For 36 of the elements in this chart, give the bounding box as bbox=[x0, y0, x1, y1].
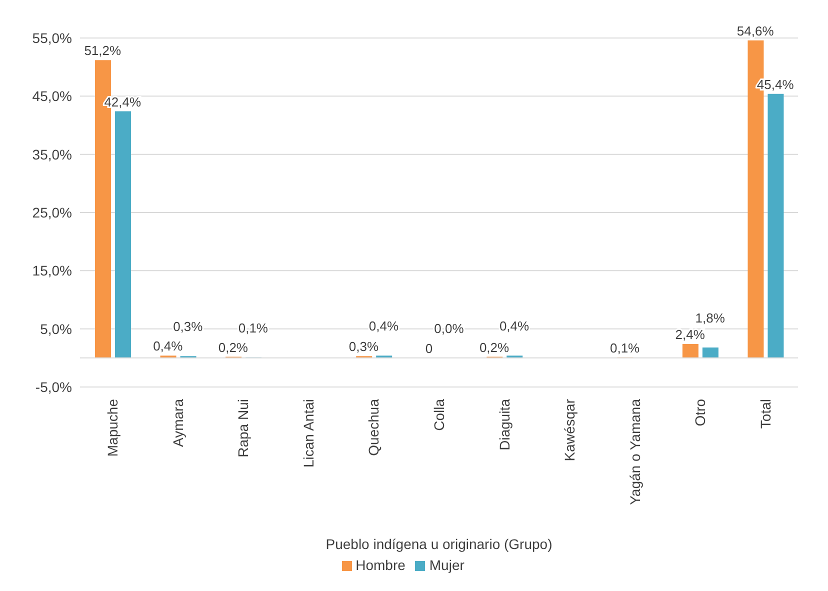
data-label: 1,8% bbox=[695, 310, 726, 326]
x-axis-title: Pueblo indígena u originario (Grupo) bbox=[326, 536, 552, 552]
y-tick-label: 45,0% bbox=[32, 88, 72, 104]
data-label: 0,1% bbox=[238, 320, 268, 336]
x-tick-label: Rapa Nui bbox=[235, 399, 252, 458]
x-tick-label: Kawésqar bbox=[562, 398, 578, 462]
data-label: 0,0% bbox=[434, 320, 464, 336]
y-tick-label: 55,0% bbox=[32, 30, 72, 46]
x-tick-label: Aymara bbox=[170, 398, 186, 447]
x-tick-label: Lican Antai bbox=[300, 399, 316, 468]
y-tick-label: 35,0% bbox=[32, 146, 72, 162]
data-label: 0,4% bbox=[153, 338, 184, 354]
x-tick-label: Quechua bbox=[366, 398, 382, 456]
x-tick-label: Mapuche bbox=[104, 398, 121, 457]
data-label: 0,2% bbox=[218, 340, 248, 355]
y-tick-label: 15,0% bbox=[32, 262, 72, 279]
data-label: 0,3% bbox=[348, 339, 379, 354]
y-tick-label: -5,0% bbox=[35, 378, 72, 395]
x-tick-label: Total bbox=[757, 399, 774, 429]
data-label: 0,4% bbox=[499, 318, 530, 334]
data-label: 0,1% bbox=[610, 340, 640, 356]
data-label: 2,4% bbox=[675, 326, 706, 342]
data-label: 0,4% bbox=[368, 318, 399, 334]
data-label: 51,2% bbox=[84, 43, 122, 58]
data-label: 0,2% bbox=[479, 340, 510, 355]
x-tick-label: Yagán o Yamana bbox=[626, 398, 643, 505]
legend-label: Mujer bbox=[429, 557, 464, 573]
y-tick-label: 5,0% bbox=[40, 320, 72, 337]
y-tick-label: 25,0% bbox=[32, 204, 72, 220]
data-label: 0,3% bbox=[173, 319, 204, 334]
x-tick-label: Diaguita bbox=[496, 398, 512, 450]
data-label: 0 bbox=[425, 340, 433, 356]
x-tick-label: Colla bbox=[431, 398, 447, 431]
legend-label: Hombre bbox=[356, 557, 406, 573]
data-label: 54,6% bbox=[736, 23, 774, 38]
x-tick-label: Otro bbox=[692, 398, 708, 426]
